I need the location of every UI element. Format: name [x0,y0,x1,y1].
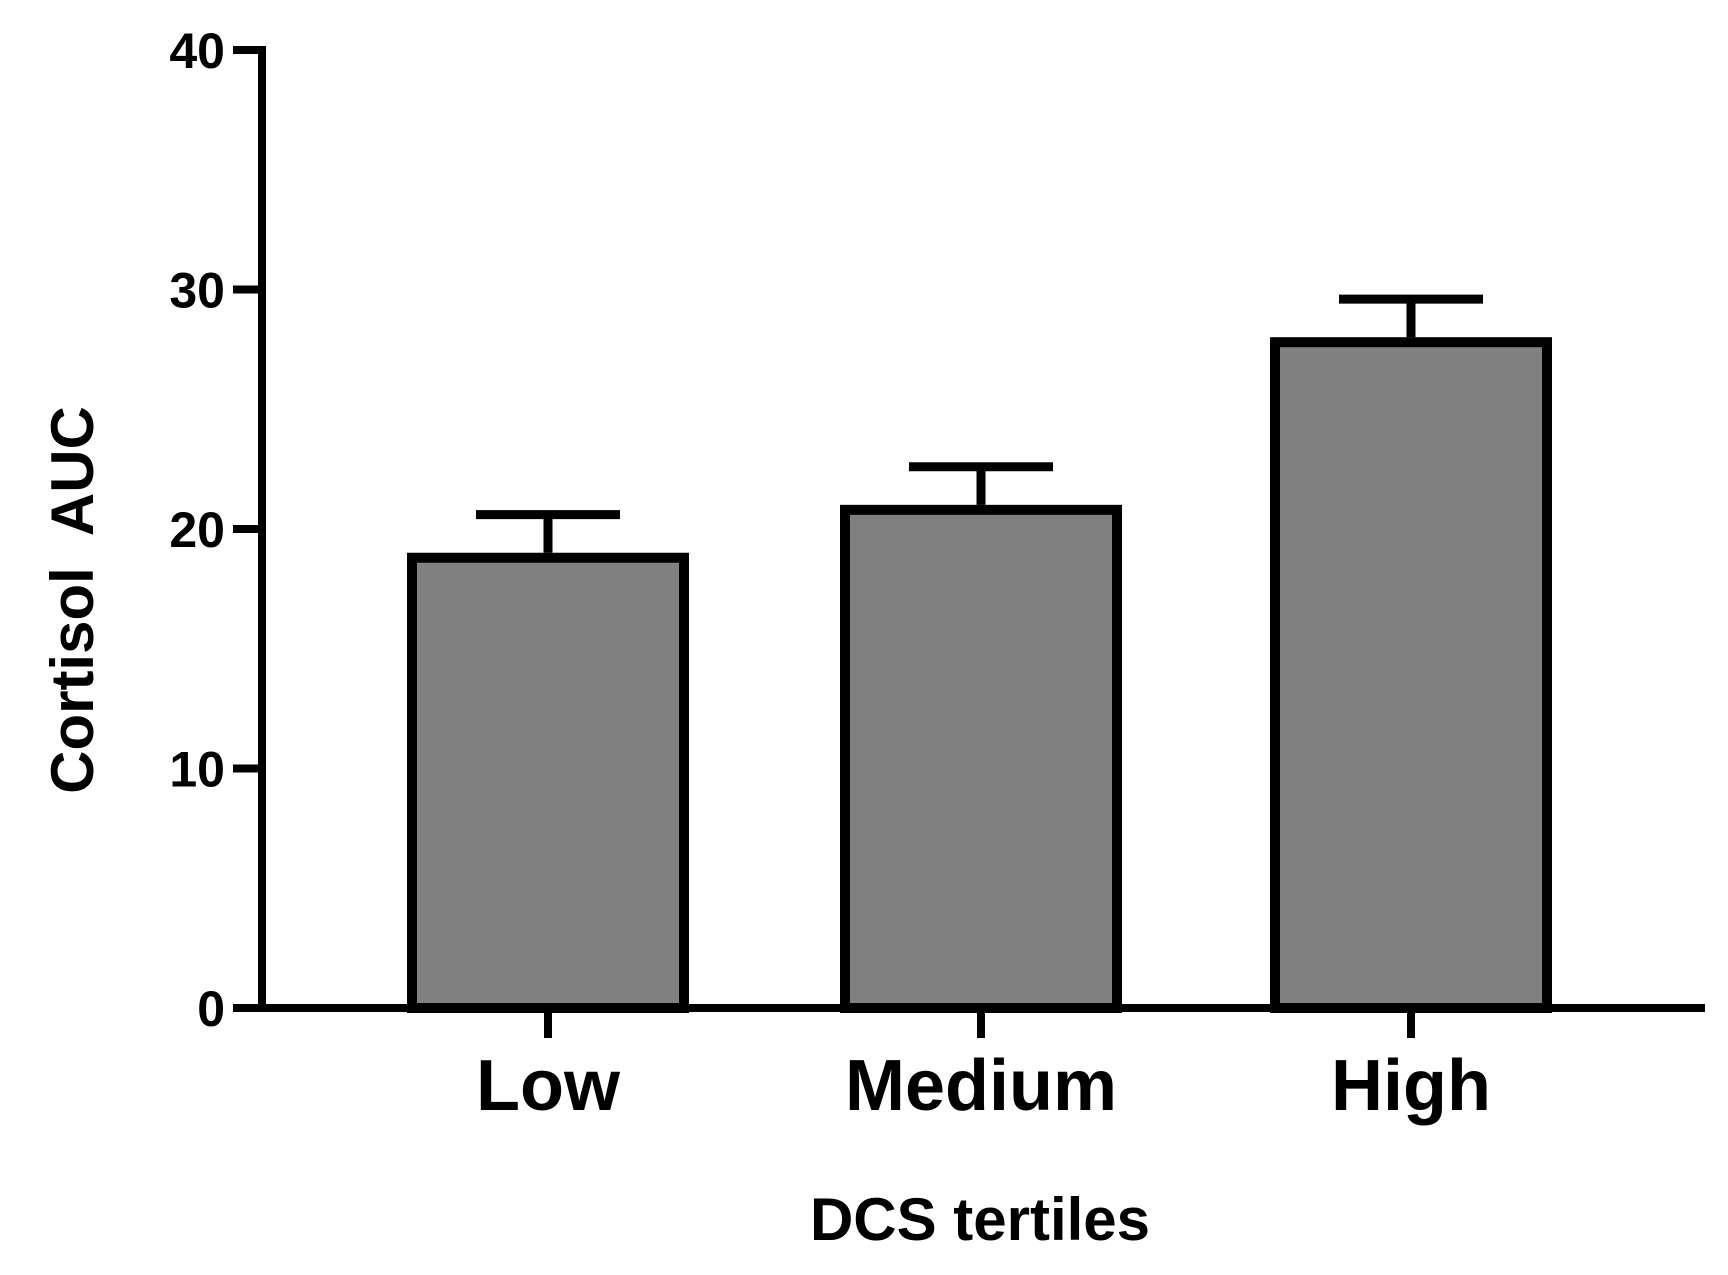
error-bars-layer [476,294,1483,553]
x-tick-label-medium: Medium [845,1046,1117,1126]
x-tick-label-low: Low [476,1046,621,1126]
y-tick-label: 0 [197,981,225,1037]
bar-high [1270,337,1552,1013]
y-tick-label: 30 [169,263,225,319]
bars-layer [407,337,1552,1013]
x-ticks-layer: Low Medium High [476,1008,1491,1126]
y-tick-label: 40 [169,23,225,79]
bar-medium [840,504,1122,1013]
y-tick-label: 20 [169,502,225,558]
x-axis-title: DCS tertiles [810,1186,1150,1253]
y-tick-label: 10 [169,742,225,798]
bar-low [407,552,689,1013]
y-axis-title: Cortisol AUC [39,406,106,794]
x-tick-label-high: High [1331,1046,1491,1126]
y-ticks-layer: 0 10 20 30 40 [169,23,262,1037]
